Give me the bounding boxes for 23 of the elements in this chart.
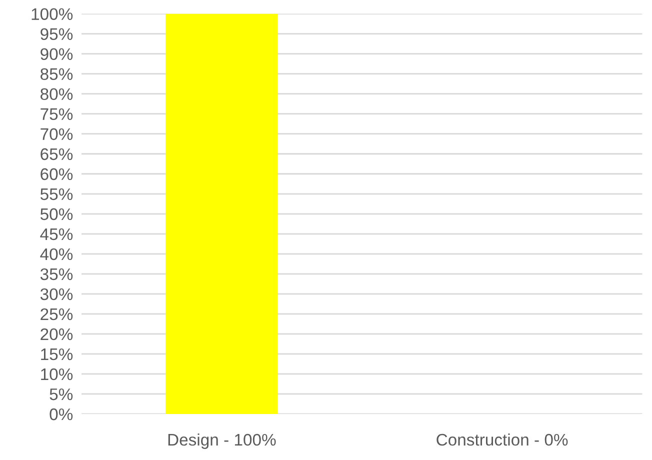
y-tick-label: 95% xyxy=(40,28,73,40)
y-tick-label: 80% xyxy=(40,88,73,100)
y-tick-label: 75% xyxy=(40,108,73,120)
y-tick-label: 100% xyxy=(32,8,73,20)
y-tick-label: 15% xyxy=(41,348,73,360)
y-tick-label: 50% xyxy=(40,208,73,220)
y-tick-label: 55% xyxy=(40,188,73,200)
y-tick-label: 90% xyxy=(40,48,73,60)
x-tick-label: Design - 100% xyxy=(168,433,276,449)
y-tick-label: 10% xyxy=(41,368,73,380)
y-tick-label: 65% xyxy=(40,148,73,160)
y-tick-label: 70% xyxy=(40,128,73,140)
y-tick-label: 20% xyxy=(40,328,73,340)
y-tick-label: 25% xyxy=(40,308,73,320)
y-tick-label: 40% xyxy=(40,248,73,260)
y-tick-label: 45% xyxy=(40,228,73,240)
y-tick-label: 5% xyxy=(50,388,73,400)
y-tick-label: 35% xyxy=(40,268,73,280)
y-tick-label: 30% xyxy=(40,288,73,300)
x-tick-label: Construction - 0% xyxy=(436,433,568,446)
y-tick-label: 85% xyxy=(40,68,73,80)
y-tick-label: 0% xyxy=(50,408,73,420)
y-tick-label: 60% xyxy=(40,168,73,180)
